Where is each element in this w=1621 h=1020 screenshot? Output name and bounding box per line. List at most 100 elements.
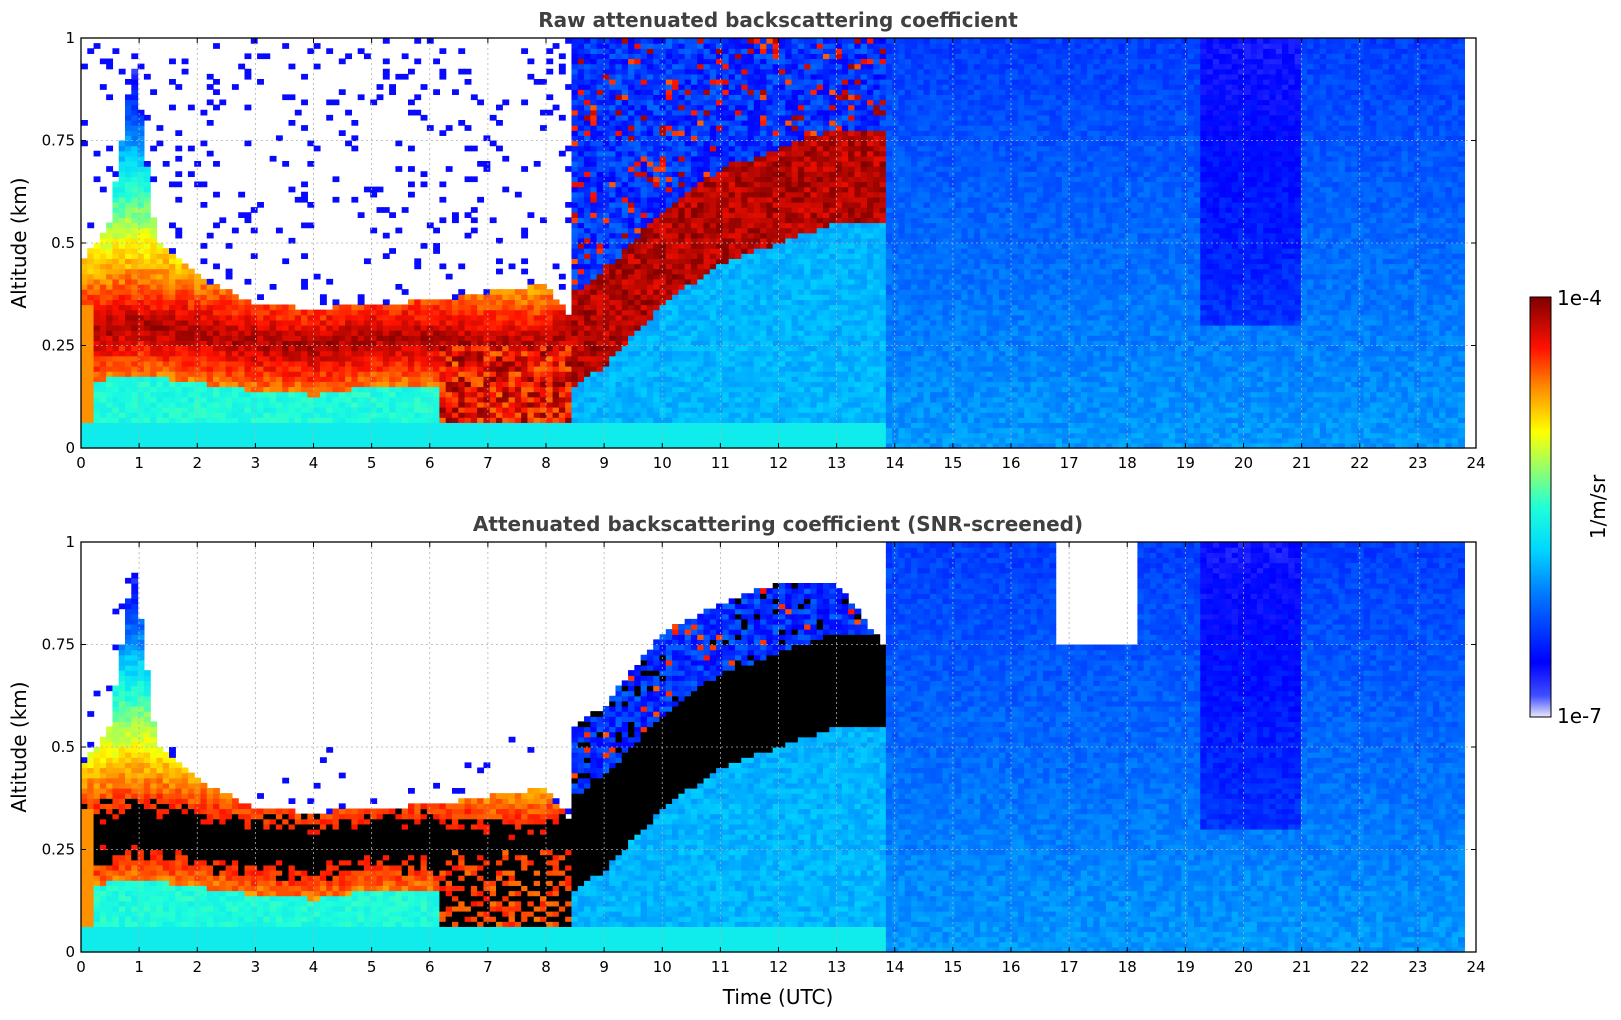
- backscatter-cell: [358, 417, 365, 423]
- backscatter-cell: [81, 422, 88, 428]
- backscatter-cell: [320, 381, 327, 387]
- backscatter-cell: [112, 305, 119, 311]
- backscatter-cell: [270, 417, 277, 423]
- backscatter-cell: [100, 376, 107, 382]
- backscatter-cell: [112, 248, 119, 254]
- backscatter-cell: [257, 335, 264, 341]
- backscatter-cell: [119, 422, 126, 428]
- backscatter-cell: [87, 294, 94, 300]
- backscatter-cell: [125, 105, 132, 111]
- backscatter-cell: [100, 371, 107, 377]
- backscatter-cell: [112, 238, 119, 244]
- backscatter-cell: [144, 366, 151, 372]
- backscatter-cell: [244, 305, 251, 311]
- backscatter-cell: [251, 330, 258, 336]
- backscatter-cell: [257, 79, 264, 85]
- backscatter-cell: [219, 371, 226, 377]
- backscatter-cell: [326, 407, 333, 413]
- backscatter-cell: [200, 243, 207, 249]
- backscatter-cell: [138, 315, 145, 321]
- backscatter-cell: [156, 361, 163, 367]
- backscatter-cell: [94, 366, 101, 372]
- backscatter-cell: [213, 105, 220, 111]
- backscatter-cell: [175, 346, 182, 352]
- backscatter-cell: [182, 397, 189, 403]
- backscatter-cell: [351, 305, 358, 311]
- backscatter-cell: [131, 233, 138, 239]
- backscatter-cell: [106, 228, 113, 234]
- backscatter-cell: [163, 269, 170, 275]
- backscatter-cell: [358, 366, 365, 372]
- backscatter-cell: [282, 376, 289, 382]
- backscatter-cell: [257, 320, 264, 326]
- backscatter-cell: [226, 330, 233, 336]
- backscatter-cell: [351, 387, 358, 393]
- backscatter-cell: [251, 428, 258, 434]
- backscatter-cell: [207, 407, 214, 413]
- backscatter-cell: [326, 376, 333, 382]
- backscatter-cell: [182, 310, 189, 316]
- backscatter-cell: [112, 202, 119, 208]
- backscatter-cell: [138, 387, 145, 393]
- backscatter-cell: [320, 407, 327, 413]
- backscatter-cell: [125, 433, 132, 439]
- backscatter-cell: [112, 397, 119, 403]
- backscatter-cell: [314, 64, 321, 70]
- backscatter-cell: [144, 356, 151, 362]
- backscatter-cell: [320, 340, 327, 346]
- backscatter-cell: [270, 351, 277, 357]
- backscatter-cell: [100, 387, 107, 393]
- backscatter-cell: [339, 417, 346, 423]
- backscatter-cell: [213, 387, 220, 393]
- backscatter-cell: [226, 397, 233, 403]
- backscatter-cell: [314, 335, 321, 341]
- backscatter-cell: [156, 376, 163, 382]
- backscatter-cell: [207, 294, 214, 300]
- backscatter-cell: [358, 330, 365, 336]
- backscatter-cell: [289, 320, 296, 326]
- backscatter-cell: [351, 346, 358, 352]
- backscatter-cell: [100, 294, 107, 300]
- backscatter-cell: [100, 253, 107, 259]
- backscatter-cell: [119, 428, 126, 434]
- backscatter-cell: [257, 412, 264, 418]
- backscatter-cell: [81, 433, 88, 439]
- backscatter-cell: [106, 407, 113, 413]
- backscatter-cell: [263, 53, 270, 59]
- backscatter-cell: [257, 53, 264, 59]
- backscatter-cell: [144, 197, 151, 203]
- backscatter-cell: [207, 356, 214, 362]
- backscatter-cell: [94, 176, 101, 182]
- backscatter-cell: [138, 151, 145, 157]
- backscatter-cell: [156, 310, 163, 316]
- backscatter-cell: [131, 94, 138, 100]
- backscatter-cell: [232, 371, 239, 377]
- backscatter-cell: [175, 182, 182, 188]
- backscatter-cell: [169, 325, 176, 331]
- backscatter-cell: [270, 392, 277, 398]
- backscatter-cell: [94, 356, 101, 362]
- backscatter-cell: [150, 284, 157, 290]
- backscatter-cell: [351, 120, 358, 126]
- backscatter-cell: [150, 223, 157, 229]
- backscatter-cell: [232, 438, 239, 444]
- backscatter-cell: [131, 217, 138, 223]
- backscatter-cell: [232, 392, 239, 398]
- backscatter-cell: [270, 356, 277, 362]
- backscatter-cell: [131, 310, 138, 316]
- backscatter-cell: [87, 428, 94, 434]
- backscatter-cell: [119, 151, 126, 157]
- backscatter-cell: [263, 310, 270, 316]
- backscatter-cell: [251, 381, 258, 387]
- backscatter-cell: [138, 294, 145, 300]
- backscatter-cell: [112, 171, 119, 177]
- backscatter-cell: [87, 253, 94, 259]
- backscatter-cell: [112, 192, 119, 198]
- backscatter-cell: [188, 284, 195, 290]
- backscatter-cell: [351, 422, 358, 428]
- backscatter-cell: [131, 166, 138, 172]
- backscatter-cell: [163, 248, 170, 254]
- backscatter-cell: [106, 299, 113, 305]
- backscatter-cell: [251, 38, 258, 44]
- backscatter-cell: [112, 187, 119, 193]
